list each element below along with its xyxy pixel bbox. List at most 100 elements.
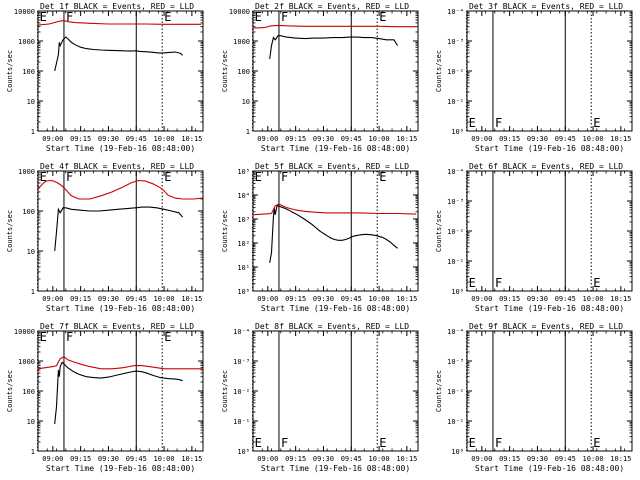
lld-series-line bbox=[37, 20, 202, 26]
plot-frame bbox=[466, 10, 633, 132]
marker-label: F bbox=[495, 436, 502, 450]
y-tick-label: 10 bbox=[27, 248, 35, 256]
x-tick-label: 09:30 bbox=[527, 295, 548, 303]
marker-label: F bbox=[281, 10, 288, 24]
y-tick-label: 10³ bbox=[237, 216, 250, 224]
y-tick-label: 1000 bbox=[18, 38, 35, 46]
panel-title: Det 2f BLACK = Events, RED = LLD bbox=[255, 2, 409, 11]
x-tick-label: 09:45 bbox=[341, 455, 362, 463]
y-tick-label: 10000 bbox=[229, 8, 250, 16]
y-tick-label: 100 bbox=[22, 388, 35, 396]
plot-frame bbox=[252, 330, 419, 452]
y-tick-label: 1 bbox=[31, 448, 35, 456]
x-tick-label: 10:00 bbox=[369, 455, 390, 463]
marker-label: F bbox=[66, 170, 73, 184]
x-axis-label: Start Time (19-Feb-16 08:48:00) bbox=[475, 144, 624, 153]
panel-6: Det 6f BLACK = Events, RED = LLD Counts/s… bbox=[435, 162, 633, 313]
x-axis-label: Start Time (19-Feb-16 08:48:00) bbox=[261, 304, 410, 313]
marker-label: E bbox=[164, 330, 171, 344]
y-axis-label: Counts/sec bbox=[221, 210, 229, 252]
y-axis-label: Counts/sec bbox=[435, 50, 443, 92]
events-series-line bbox=[269, 204, 398, 263]
x-tick-label: 09:45 bbox=[126, 295, 147, 303]
plot-frame bbox=[466, 330, 633, 452]
y-tick-label: 10⁻³ bbox=[447, 358, 464, 366]
x-tick-label: 09:30 bbox=[313, 295, 334, 303]
panel-title: Det 6f BLACK = Events, RED = LLD bbox=[469, 162, 623, 171]
x-tick-label: 09:30 bbox=[313, 135, 334, 143]
marker-label: E bbox=[40, 10, 47, 24]
panel-title: Det 8f BLACK = Events, RED = LLD bbox=[255, 322, 409, 331]
y-tick-label: 10² bbox=[237, 240, 250, 248]
x-tick-label: 10:00 bbox=[583, 135, 604, 143]
x-tick-label: 09:00 bbox=[471, 135, 492, 143]
x-tick-label: 09:45 bbox=[341, 295, 362, 303]
x-tick-label: 09:15 bbox=[499, 455, 520, 463]
panel-title: Det 1f BLACK = Events, RED = LLD bbox=[40, 2, 194, 11]
y-axis-label: Counts/sec bbox=[6, 50, 14, 92]
plot-frame bbox=[37, 170, 204, 292]
x-tick-label: 09:00 bbox=[257, 135, 278, 143]
x-tick-label: 10:00 bbox=[369, 295, 390, 303]
y-axis-label: Counts/sec bbox=[6, 210, 14, 252]
marker-label: E bbox=[593, 116, 600, 130]
panel-8: Det 8f BLACK = Events, RED = LLD Counts/s… bbox=[221, 322, 419, 473]
x-tick-label: 10:15 bbox=[181, 455, 202, 463]
x-tick-label: 10:00 bbox=[154, 295, 175, 303]
y-axis-label: Counts/sec bbox=[6, 370, 14, 412]
y-axis-label: Counts/sec bbox=[221, 370, 229, 412]
x-tick-label: 09:30 bbox=[98, 295, 119, 303]
y-tick-label: 10⁴ bbox=[237, 192, 250, 200]
panel-7: Det 7f BLACK = Events, RED = LLD Counts/s… bbox=[6, 322, 204, 473]
marker-label: E bbox=[40, 170, 47, 184]
x-tick-label: 09:15 bbox=[499, 135, 520, 143]
x-axis-label: Start Time (19-Feb-16 08:48:00) bbox=[475, 464, 624, 473]
x-tick-label: 10:15 bbox=[610, 455, 631, 463]
x-tick-label: 09:00 bbox=[471, 455, 492, 463]
y-tick-label: 10⁻⁴ bbox=[447, 328, 464, 336]
y-tick-label: 10⁻³ bbox=[233, 358, 250, 366]
x-tick-label: 10:00 bbox=[154, 455, 175, 463]
panel-3: Det 3f BLACK = Events, RED = LLD Counts/s… bbox=[435, 2, 633, 153]
y-tick-label: 10⁰ bbox=[237, 288, 250, 296]
x-tick-label: 09:15 bbox=[499, 295, 520, 303]
x-tick-label: 09:15 bbox=[285, 295, 306, 303]
y-tick-label: 10⁻³ bbox=[447, 38, 464, 46]
y-tick-label: 10 bbox=[27, 98, 35, 106]
lld-series-line bbox=[252, 203, 417, 216]
x-tick-label: 09:00 bbox=[42, 135, 63, 143]
marker-label: F bbox=[281, 436, 288, 450]
events-series-line bbox=[54, 206, 184, 252]
y-tick-label: 10⁵ bbox=[237, 168, 250, 176]
x-tick-label: 10:15 bbox=[181, 135, 202, 143]
marker-label: E bbox=[593, 276, 600, 290]
marker-label: E bbox=[469, 116, 476, 130]
panel-9: Det 9f BLACK = Events, RED = LLD Counts/s… bbox=[435, 322, 633, 473]
marker-label: F bbox=[281, 170, 288, 184]
x-tick-label: 10:00 bbox=[583, 455, 604, 463]
events-series-line bbox=[54, 36, 183, 72]
marker-label: F bbox=[495, 276, 502, 290]
x-tick-label: 09:30 bbox=[527, 455, 548, 463]
y-tick-label: 10⁻⁴ bbox=[447, 168, 464, 176]
x-tick-label: 09:00 bbox=[42, 295, 63, 303]
x-axis-label: Start Time (19-Feb-16 08:48:00) bbox=[46, 464, 195, 473]
panel-title: Det 9f BLACK = Events, RED = LLD bbox=[469, 322, 623, 331]
x-tick-label: 09:45 bbox=[555, 455, 576, 463]
panel-title: Det 4f BLACK = Events, RED = LLD bbox=[40, 162, 194, 171]
x-axis-label: Start Time (19-Feb-16 08:48:00) bbox=[261, 144, 410, 153]
x-tick-label: 09:30 bbox=[98, 455, 119, 463]
x-tick-label: 09:45 bbox=[555, 295, 576, 303]
x-tick-label: 10:15 bbox=[610, 135, 631, 143]
x-tick-label: 09:45 bbox=[126, 455, 147, 463]
y-tick-label: 10⁻² bbox=[447, 68, 464, 76]
events-series-line bbox=[269, 35, 399, 60]
lld-series-line bbox=[37, 355, 203, 370]
marker-label: E bbox=[255, 10, 262, 24]
x-tick-label: 10:15 bbox=[396, 455, 417, 463]
x-tick-label: 10:00 bbox=[154, 135, 175, 143]
y-tick-label: 10⁰ bbox=[451, 448, 464, 456]
y-tick-label: 10⁰ bbox=[451, 128, 464, 136]
y-tick-label: 10⁰ bbox=[237, 448, 250, 456]
x-tick-label: 10:15 bbox=[396, 295, 417, 303]
